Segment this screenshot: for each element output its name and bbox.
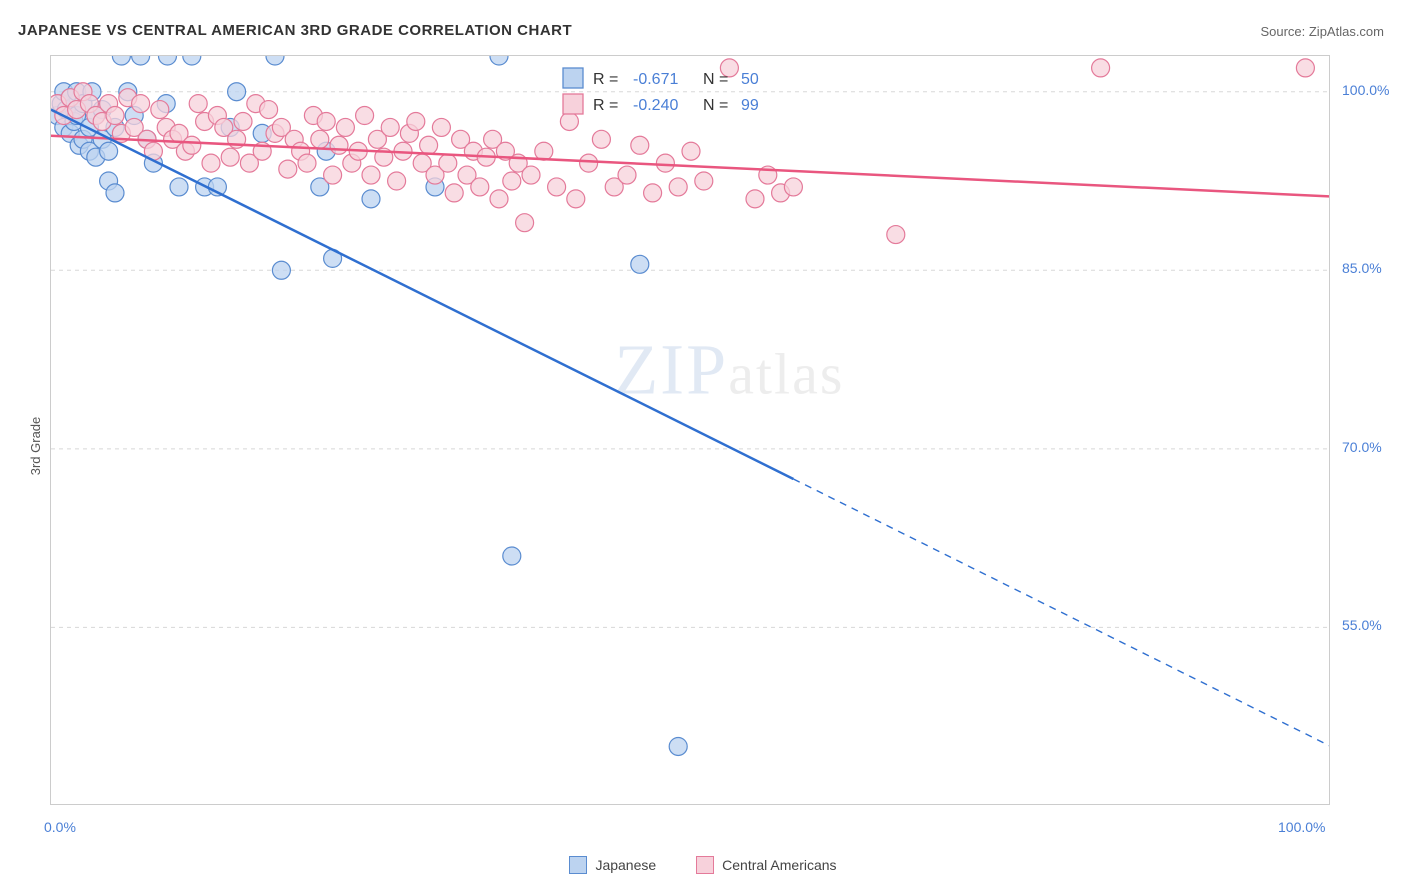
svg-text:R =: R = xyxy=(593,71,618,88)
legend-item-central-americans: Central Americans xyxy=(696,856,836,874)
svg-text:N =: N = xyxy=(703,71,728,88)
svg-text:-0.671: -0.671 xyxy=(633,71,678,88)
legend-swatch-icon xyxy=(696,856,714,874)
y-tick-label: 100.0% xyxy=(1342,82,1389,98)
y-axis-label: 3rd Grade xyxy=(28,417,43,476)
source-attribution: Source: ZipAtlas.com xyxy=(1260,24,1384,39)
x-tick-label: 0.0% xyxy=(44,819,76,835)
y-tick-label: 85.0% xyxy=(1342,260,1382,276)
x-tick-label: 100.0% xyxy=(1278,819,1325,835)
chart-title: JAPANESE VS CENTRAL AMERICAN 3RD GRADE C… xyxy=(18,22,572,39)
bottom-legend: Japanese Central Americans xyxy=(0,856,1406,874)
legend-label: Central Americans xyxy=(722,857,836,873)
svg-text:N =: N = xyxy=(703,97,728,114)
svg-text:99: 99 xyxy=(741,97,759,114)
chart-container: JAPANESE VS CENTRAL AMERICAN 3RD GRADE C… xyxy=(0,0,1406,892)
svg-text:50: 50 xyxy=(741,71,759,88)
svg-text:-0.240: -0.240 xyxy=(633,97,678,114)
svg-text:ZIPatlas: ZIPatlas xyxy=(614,330,844,410)
y-tick-label: 70.0% xyxy=(1342,439,1382,455)
svg-text:R =: R = xyxy=(593,97,618,114)
source-prefix: Source: xyxy=(1260,24,1308,39)
legend-item-japanese: Japanese xyxy=(569,856,656,874)
scatter-plot: ZIPatlas R = -0.671 N = 50 R = -0.240 N = 99 xyxy=(50,55,1330,805)
source-link[interactable]: ZipAtlas.com xyxy=(1309,24,1384,39)
legend-swatch-icon xyxy=(569,856,587,874)
legend-label: Japanese xyxy=(595,857,656,873)
y-tick-label: 55.0% xyxy=(1342,617,1382,633)
